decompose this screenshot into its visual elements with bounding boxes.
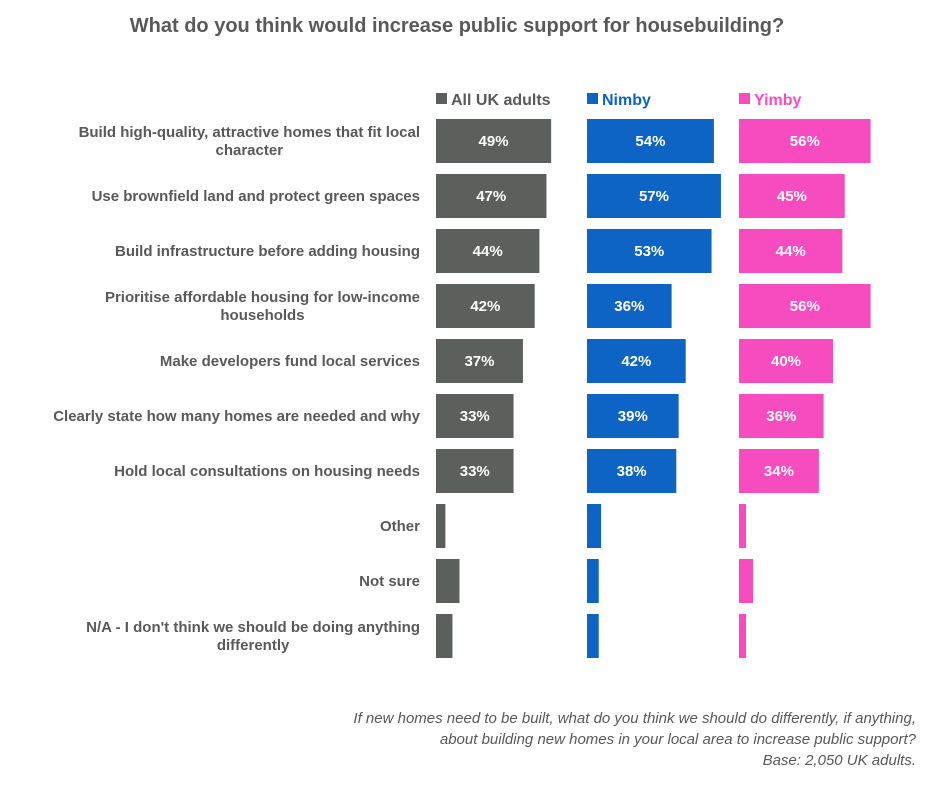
bar <box>739 614 747 658</box>
category-label: Clearly state how many homes are needed … <box>53 408 420 425</box>
bar <box>587 559 599 603</box>
chart-title: What do you think would increase public … <box>130 15 784 37</box>
category-label: Use brownfield land and protect green sp… <box>92 188 420 205</box>
data-label: 49% <box>479 133 509 150</box>
category-label: Other <box>380 518 420 535</box>
bar <box>587 119 714 163</box>
bar <box>436 229 540 273</box>
category-label: Build high-quality, attractive homes tha… <box>79 124 420 159</box>
legend-swatch <box>587 93 598 104</box>
bar <box>436 339 523 383</box>
data-label: 44% <box>776 243 806 260</box>
bar <box>436 504 446 548</box>
bar <box>739 449 819 493</box>
bar <box>587 504 602 548</box>
category-label: Prioritise affordable housing for low-in… <box>105 289 420 324</box>
category-label: Make developers fund local services <box>160 353 420 370</box>
bar <box>436 559 460 603</box>
category-label: N/A - I don't think we should be doing a… <box>86 619 420 654</box>
bar <box>436 394 514 438</box>
bar <box>739 559 754 603</box>
bar <box>436 284 535 328</box>
category-label: Hold local consultations on housing need… <box>114 463 420 480</box>
footnote: If new homes need to be built, what do y… <box>353 710 916 769</box>
legend: All UK adults Nimby Yimby <box>436 92 802 109</box>
data-label: 44% <box>473 243 503 260</box>
data-label: 47% <box>476 188 506 205</box>
bar <box>739 229 843 273</box>
bar <box>587 339 686 383</box>
bar <box>739 119 871 163</box>
data-label: 34% <box>764 463 794 480</box>
data-label: 33% <box>460 463 490 480</box>
bar <box>436 614 453 658</box>
category-label: Build infrastructure before adding housi… <box>115 243 420 260</box>
footnote-line: about building new homes in your local a… <box>440 731 917 748</box>
footnote-line: If new homes need to be built, what do y… <box>353 710 916 727</box>
legend-label: All UK adults <box>451 92 551 109</box>
bar <box>739 174 845 218</box>
legend-swatch <box>436 93 447 104</box>
data-label: 37% <box>464 353 494 370</box>
data-label: 42% <box>470 298 500 315</box>
data-label: 36% <box>614 298 644 315</box>
data-label: 57% <box>639 188 669 205</box>
bar <box>587 284 672 328</box>
data-label: 53% <box>634 243 664 260</box>
footnote-line: Base: 2,050 UK adults. <box>763 752 916 769</box>
data-label: 38% <box>617 463 647 480</box>
bar <box>436 119 552 163</box>
bar <box>739 394 824 438</box>
legend-label: Nimby <box>602 92 651 109</box>
data-label: 39% <box>618 408 648 425</box>
bar <box>739 504 747 548</box>
bar <box>739 284 871 328</box>
bar <box>587 449 677 493</box>
data-label: 45% <box>777 188 807 205</box>
bar <box>436 174 547 218</box>
bar <box>436 449 514 493</box>
data-label: 36% <box>766 408 796 425</box>
legend-label: Yimby <box>754 92 802 109</box>
data-label: 54% <box>635 133 665 150</box>
bar <box>587 614 599 658</box>
data-label: 33% <box>460 408 490 425</box>
data-label: 42% <box>621 353 651 370</box>
bar <box>587 174 721 218</box>
legend-swatch <box>739 93 750 104</box>
category-label: Not sure <box>359 573 420 590</box>
data-label: 56% <box>790 298 820 315</box>
bar <box>739 339 833 383</box>
data-label: 40% <box>771 353 801 370</box>
bar <box>587 394 679 438</box>
bar <box>587 229 712 273</box>
bars: 49% 47% 44% 42% 37% 33% 33% 54% 57% 53% 36% 42% 39% 3… <box>436 119 871 658</box>
data-label: 56% <box>790 133 820 150</box>
category-labels: Build high-quality, attractive homes tha… <box>53 124 420 654</box>
